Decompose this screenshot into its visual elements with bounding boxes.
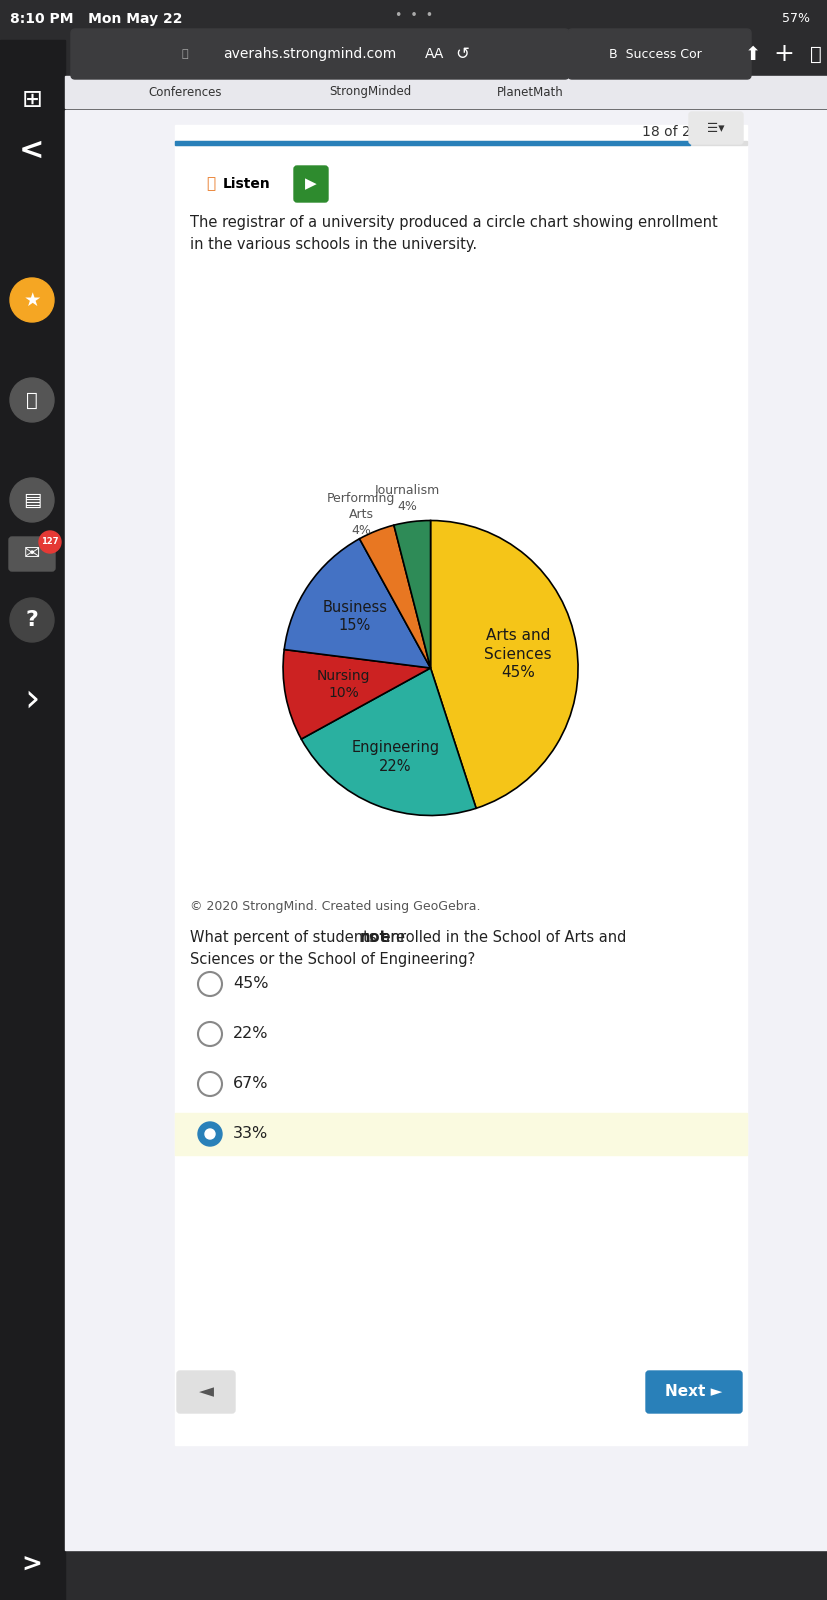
Text: 🔒: 🔒 bbox=[181, 50, 188, 59]
Text: PlanetMath: PlanetMath bbox=[496, 85, 562, 99]
Wedge shape bbox=[430, 520, 577, 808]
Bar bbox=[0, 40, 65, 1600]
Wedge shape bbox=[284, 539, 430, 669]
Text: ⧗: ⧗ bbox=[26, 390, 38, 410]
Text: ☰▾: ☰▾ bbox=[706, 122, 724, 134]
Circle shape bbox=[205, 1130, 215, 1139]
Text: Listen: Listen bbox=[222, 178, 270, 190]
Text: ⬆: ⬆ bbox=[744, 45, 760, 64]
Wedge shape bbox=[394, 520, 430, 669]
Bar bbox=[174, 1114, 746, 1155]
Text: © 2020 StrongMind. Created using GeoGebra.: © 2020 StrongMind. Created using GeoGebr… bbox=[189, 899, 480, 914]
Text: 33%: 33% bbox=[232, 1126, 268, 1141]
Text: Arts and
Sciences
45%: Arts and Sciences 45% bbox=[484, 629, 551, 680]
Wedge shape bbox=[301, 669, 476, 816]
Text: ✉: ✉ bbox=[24, 544, 41, 563]
Text: 127: 127 bbox=[41, 538, 59, 547]
FancyBboxPatch shape bbox=[645, 1371, 741, 1413]
Text: What percent of students are: What percent of students are bbox=[189, 930, 409, 946]
Wedge shape bbox=[359, 525, 430, 669]
Text: Nursing
10%: Nursing 10% bbox=[317, 669, 370, 701]
Circle shape bbox=[10, 378, 54, 422]
Text: averahs.strongmind.com: averahs.strongmind.com bbox=[223, 46, 396, 61]
Text: Next ►: Next ► bbox=[665, 1384, 722, 1400]
Text: >: > bbox=[22, 1554, 42, 1578]
Text: ›: › bbox=[24, 682, 40, 718]
Text: Engineering
22%: Engineering 22% bbox=[351, 741, 439, 774]
Circle shape bbox=[10, 278, 54, 322]
Text: 8:10 PM   Mon May 22: 8:10 PM Mon May 22 bbox=[10, 11, 182, 26]
Text: ↺: ↺ bbox=[455, 45, 468, 62]
Text: ★: ★ bbox=[23, 291, 41, 309]
Circle shape bbox=[39, 531, 61, 554]
Circle shape bbox=[10, 598, 54, 642]
Bar bbox=[174, 125, 746, 1445]
Text: AA: AA bbox=[425, 46, 444, 61]
Text: StrongMinded: StrongMinded bbox=[328, 85, 411, 99]
Text: ◄: ◄ bbox=[198, 1382, 213, 1402]
Bar bbox=[65, 75, 827, 109]
Text: B  Success Cor: B Success Cor bbox=[608, 48, 700, 61]
Text: The registrar of a university produced a circle chart showing enrollment
in the : The registrar of a university produced a… bbox=[189, 214, 717, 253]
Circle shape bbox=[198, 1122, 222, 1146]
FancyBboxPatch shape bbox=[182, 166, 293, 202]
FancyBboxPatch shape bbox=[688, 112, 742, 144]
Text: 18 of 20: 18 of 20 bbox=[641, 125, 699, 139]
Text: ▤: ▤ bbox=[23, 491, 41, 509]
Text: ▶: ▶ bbox=[305, 176, 317, 192]
Text: 🔊: 🔊 bbox=[206, 176, 215, 192]
Text: 57%: 57% bbox=[781, 11, 809, 26]
Text: 45%: 45% bbox=[232, 976, 268, 992]
FancyBboxPatch shape bbox=[567, 29, 750, 78]
Text: ⧉: ⧉ bbox=[809, 45, 821, 64]
Text: Sciences or the School of Engineering?: Sciences or the School of Engineering? bbox=[189, 952, 475, 966]
Text: 67%: 67% bbox=[232, 1077, 268, 1091]
Text: ?: ? bbox=[26, 610, 38, 630]
Text: +: + bbox=[772, 42, 793, 66]
Bar bbox=[174, 141, 746, 146]
Text: Performing
Arts
4%: Performing Arts 4% bbox=[327, 493, 394, 538]
Text: ⊞: ⊞ bbox=[22, 88, 42, 112]
Text: •  •  •: • • • bbox=[394, 10, 433, 22]
Text: 22%: 22% bbox=[232, 1027, 268, 1042]
Text: Conferences: Conferences bbox=[148, 85, 222, 99]
Bar bbox=[174, 141, 689, 146]
FancyBboxPatch shape bbox=[9, 538, 55, 571]
Circle shape bbox=[10, 478, 54, 522]
Wedge shape bbox=[283, 650, 430, 739]
Text: Journalism
4%: Journalism 4% bbox=[374, 483, 439, 512]
FancyBboxPatch shape bbox=[294, 166, 327, 202]
Text: enrolled in the School of Arts and: enrolled in the School of Arts and bbox=[377, 930, 626, 946]
Text: Business
15%: Business 15% bbox=[322, 600, 387, 634]
FancyBboxPatch shape bbox=[177, 1371, 235, 1413]
FancyBboxPatch shape bbox=[71, 29, 568, 78]
Text: not: not bbox=[359, 930, 387, 946]
Text: <: < bbox=[19, 136, 45, 165]
